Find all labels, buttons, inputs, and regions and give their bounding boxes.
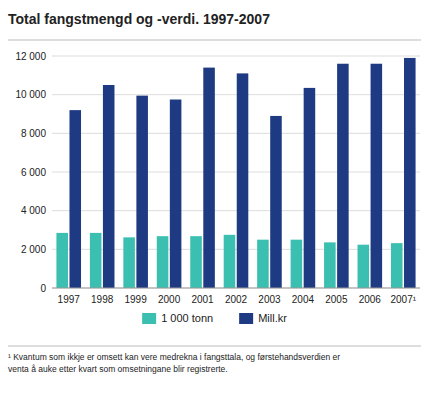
bar — [237, 73, 249, 288]
bar — [291, 240, 303, 288]
bar — [358, 245, 370, 288]
bar — [337, 64, 349, 288]
legend-label: Mill.kr — [258, 312, 287, 324]
x-axis-line — [52, 288, 420, 289]
bar — [324, 242, 336, 288]
bar — [304, 88, 316, 288]
y-tick-label: 10 000 — [15, 89, 46, 100]
bar — [270, 116, 282, 288]
y-tick-label: 8 000 — [21, 128, 46, 139]
bar — [257, 240, 269, 288]
bars — [56, 58, 415, 288]
chart: Total fangstmengd og -verdi. 1997-2007 0 2… — [0, 0, 429, 396]
y-tick-label: 4 000 — [21, 205, 46, 216]
x-tick-label: 2002 — [225, 294, 248, 305]
x-tick-label: 2003 — [258, 294, 281, 305]
x-tick-label: 2007¹ — [390, 294, 416, 305]
y-tick-label: 12 000 — [15, 51, 46, 62]
grid-line — [52, 288, 420, 289]
bar — [69, 110, 81, 288]
legend-swatch — [239, 313, 253, 324]
bar — [123, 237, 135, 288]
legend-swatch — [142, 313, 156, 324]
x-tick-label: 1999 — [125, 294, 148, 305]
title-rule — [8, 40, 421, 41]
y-tick-label: 0 — [40, 283, 46, 294]
y-tick-label: 6 000 — [21, 167, 46, 178]
y-axis: 0 2 000 4 000 6 000 8 000 10 000 12 000 — [15, 51, 420, 294]
x-tick-label: 2000 — [158, 294, 181, 305]
bar — [371, 64, 383, 288]
x-tick-label: 2006 — [359, 294, 382, 305]
bar — [404, 58, 416, 288]
footnote-line: venta å auke etter kvart som omsetningan… — [8, 364, 228, 374]
legend-label: 1 000 tonn — [161, 312, 213, 324]
footnote-rule — [8, 346, 421, 347]
title: Total fangstmengd og -verdi. 1997-2007 — [8, 11, 270, 27]
legend: 1 000 tonn Mill.kr — [142, 312, 287, 324]
bar — [157, 236, 169, 288]
x-tick-label: 2001 — [191, 294, 214, 305]
bar — [391, 243, 403, 288]
bar — [56, 233, 68, 288]
bar — [170, 100, 182, 289]
x-tick-label: 1998 — [91, 294, 114, 305]
y-tick-label: 2 000 — [21, 244, 46, 255]
grid-line — [52, 56, 420, 57]
x-axis: 1997 1998 1999 2000 2001 2002 2003 2004 2005 2006… — [58, 294, 417, 305]
bar — [224, 235, 236, 288]
bar — [190, 236, 202, 288]
footnote: ¹ Kvantum som ikkje er omsett kan vere m… — [8, 352, 340, 374]
x-tick-label: 2005 — [325, 294, 348, 305]
footnote-line: ¹ Kvantum som ikkje er omsett kan vere m… — [8, 352, 340, 362]
bar — [136, 96, 148, 288]
bar — [103, 85, 115, 288]
x-tick-label: 1997 — [58, 294, 81, 305]
x-tick-label: 2004 — [292, 294, 315, 305]
bar — [90, 233, 102, 288]
bar — [203, 68, 215, 288]
